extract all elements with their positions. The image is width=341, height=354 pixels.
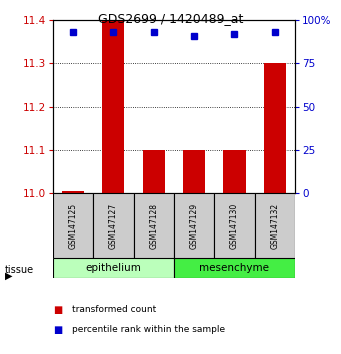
- Text: GSM147125: GSM147125: [69, 202, 77, 249]
- Bar: [174, 258, 295, 278]
- Text: GSM147130: GSM147130: [230, 202, 239, 249]
- Text: ▶: ▶: [5, 270, 13, 280]
- Text: GDS2699 / 1420489_at: GDS2699 / 1420489_at: [98, 12, 243, 25]
- Bar: [264, 63, 286, 193]
- Bar: [183, 150, 205, 193]
- Bar: [255, 193, 295, 258]
- Text: ■: ■: [53, 325, 62, 335]
- Text: tissue: tissue: [5, 265, 34, 275]
- Text: ■: ■: [53, 305, 62, 315]
- Bar: [53, 193, 93, 258]
- Bar: [223, 150, 246, 193]
- Text: GSM147127: GSM147127: [109, 202, 118, 249]
- Bar: [143, 150, 165, 193]
- Bar: [62, 191, 84, 193]
- Text: GSM147129: GSM147129: [190, 202, 198, 249]
- Bar: [174, 193, 214, 258]
- Text: mesenchyme: mesenchyme: [199, 263, 269, 273]
- Text: GSM147128: GSM147128: [149, 203, 158, 249]
- Bar: [102, 20, 124, 193]
- Text: transformed count: transformed count: [72, 305, 156, 314]
- Bar: [214, 193, 255, 258]
- Bar: [53, 258, 174, 278]
- Text: GSM147132: GSM147132: [270, 202, 279, 249]
- Text: percentile rank within the sample: percentile rank within the sample: [72, 325, 225, 335]
- Bar: [134, 193, 174, 258]
- Text: epithelium: epithelium: [86, 263, 141, 273]
- Bar: [93, 193, 134, 258]
